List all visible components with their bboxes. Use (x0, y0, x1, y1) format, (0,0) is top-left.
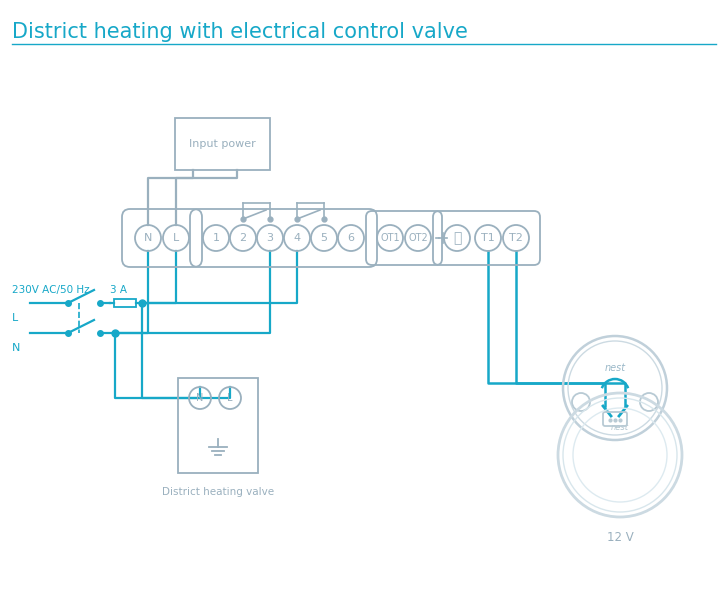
Text: 6: 6 (347, 233, 355, 243)
Text: L: L (173, 233, 179, 243)
Text: District heating with electrical control valve: District heating with electrical control… (12, 22, 468, 42)
Text: L: L (12, 313, 18, 323)
Text: nest: nest (611, 422, 629, 431)
Text: 2: 2 (240, 233, 247, 243)
Text: OT2: OT2 (408, 233, 428, 243)
Text: T2: T2 (509, 233, 523, 243)
Text: 5: 5 (320, 233, 328, 243)
Text: 4: 4 (293, 233, 301, 243)
Text: 3 A: 3 A (110, 285, 127, 295)
Text: N: N (197, 393, 204, 403)
Text: N: N (144, 233, 152, 243)
Text: 12 V: 12 V (606, 531, 633, 544)
Text: District heating valve: District heating valve (162, 487, 274, 497)
Text: T1: T1 (481, 233, 495, 243)
Text: OT1: OT1 (380, 233, 400, 243)
Text: 3: 3 (266, 233, 274, 243)
Text: 1: 1 (213, 233, 220, 243)
Text: Input power: Input power (189, 139, 256, 149)
Text: 230V AC/50 Hz: 230V AC/50 Hz (12, 285, 90, 295)
Text: ⏚: ⏚ (453, 231, 461, 245)
Text: L: L (227, 393, 233, 403)
Text: nest: nest (604, 363, 625, 373)
Text: N: N (12, 343, 20, 353)
